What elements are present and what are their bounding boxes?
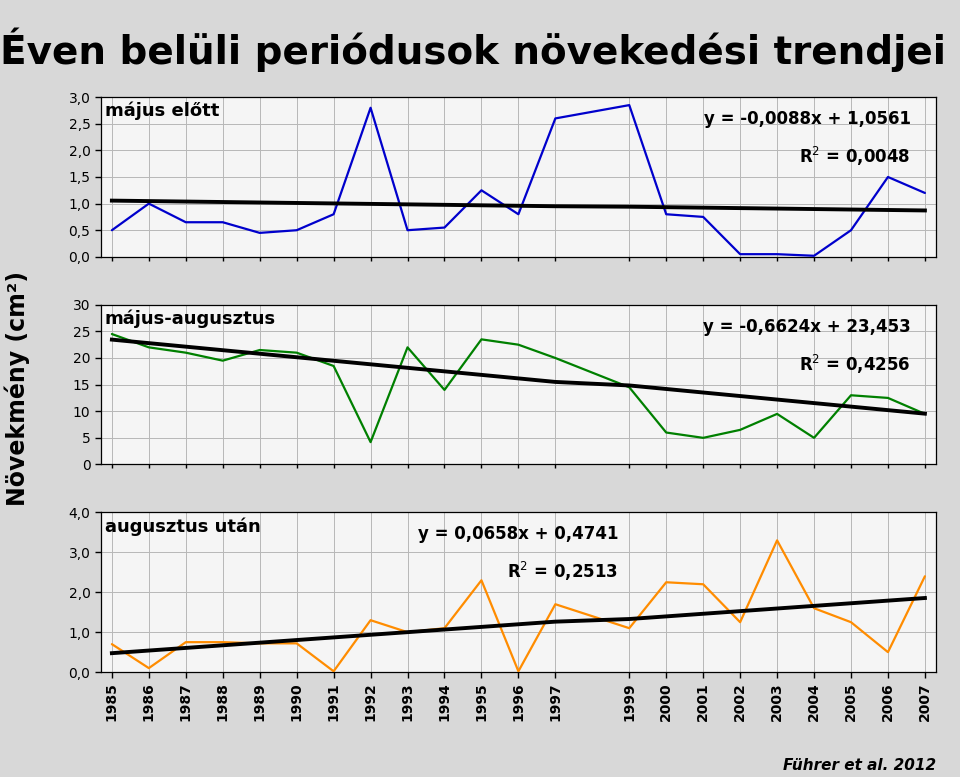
- Text: május előtt: május előtt: [105, 102, 219, 120]
- Text: y = -0,0088x + 1,0561: y = -0,0088x + 1,0561: [704, 110, 911, 128]
- Text: y = -0,6624x + 23,453: y = -0,6624x + 23,453: [703, 318, 911, 336]
- Text: R$^2$ = 0,4256: R$^2$ = 0,4256: [800, 353, 911, 376]
- Text: R$^2$ = 0,0048: R$^2$ = 0,0048: [800, 145, 911, 168]
- Text: Führer et al. 2012: Führer et al. 2012: [782, 758, 936, 773]
- Text: május-augusztus: május-augusztus: [105, 309, 276, 328]
- Text: y = 0,0658x + 0,4741: y = 0,0658x + 0,4741: [419, 525, 618, 543]
- Text: Éven belüli periódusok növekedési trendjei: Éven belüli periódusok növekedési trendj…: [0, 27, 946, 71]
- Text: augusztus után: augusztus után: [105, 517, 261, 535]
- Text: Növekmény (cm²): Növekmény (cm²): [5, 271, 30, 506]
- Text: R$^2$ = 0,2513: R$^2$ = 0,2513: [508, 560, 618, 584]
